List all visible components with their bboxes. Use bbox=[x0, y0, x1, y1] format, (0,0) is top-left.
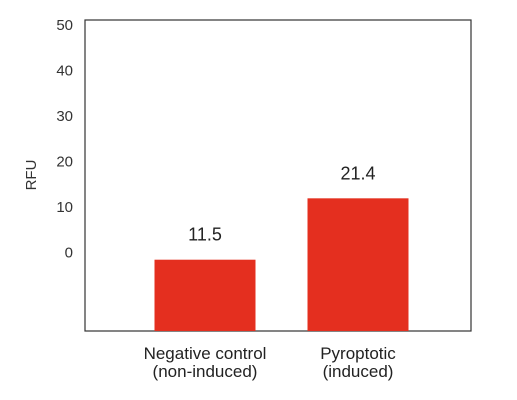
category-label: (induced) bbox=[323, 362, 394, 381]
bar-value-label: 11.5 bbox=[188, 225, 222, 245]
y-tick-label: 0 bbox=[65, 245, 73, 262]
category-label: Negative control bbox=[144, 344, 267, 363]
y-tick-label: 20 bbox=[56, 154, 73, 171]
category-labels: Negative control(non-induced) Pyroptotic(… bbox=[144, 344, 397, 381]
bar bbox=[307, 198, 409, 331]
y-tick-label: 30 bbox=[56, 108, 73, 125]
y-tick-label: 40 bbox=[56, 63, 73, 80]
bar-value-label: 21.4 bbox=[340, 163, 375, 183]
y-axis-ticks: 50 40 30 20 10 0 bbox=[56, 17, 73, 262]
data-labels: 11.5 21.4 bbox=[188, 163, 375, 244]
y-axis-title: RFU bbox=[23, 160, 40, 191]
bars-group bbox=[154, 198, 409, 331]
category-label: (non-induced) bbox=[153, 362, 258, 381]
y-tick-label: 50 bbox=[56, 17, 73, 34]
category-label: Pyroptotic bbox=[320, 344, 396, 363]
bar bbox=[154, 259, 256, 331]
y-tick-label: 10 bbox=[56, 199, 73, 216]
plot-frame bbox=[84, 19, 472, 332]
